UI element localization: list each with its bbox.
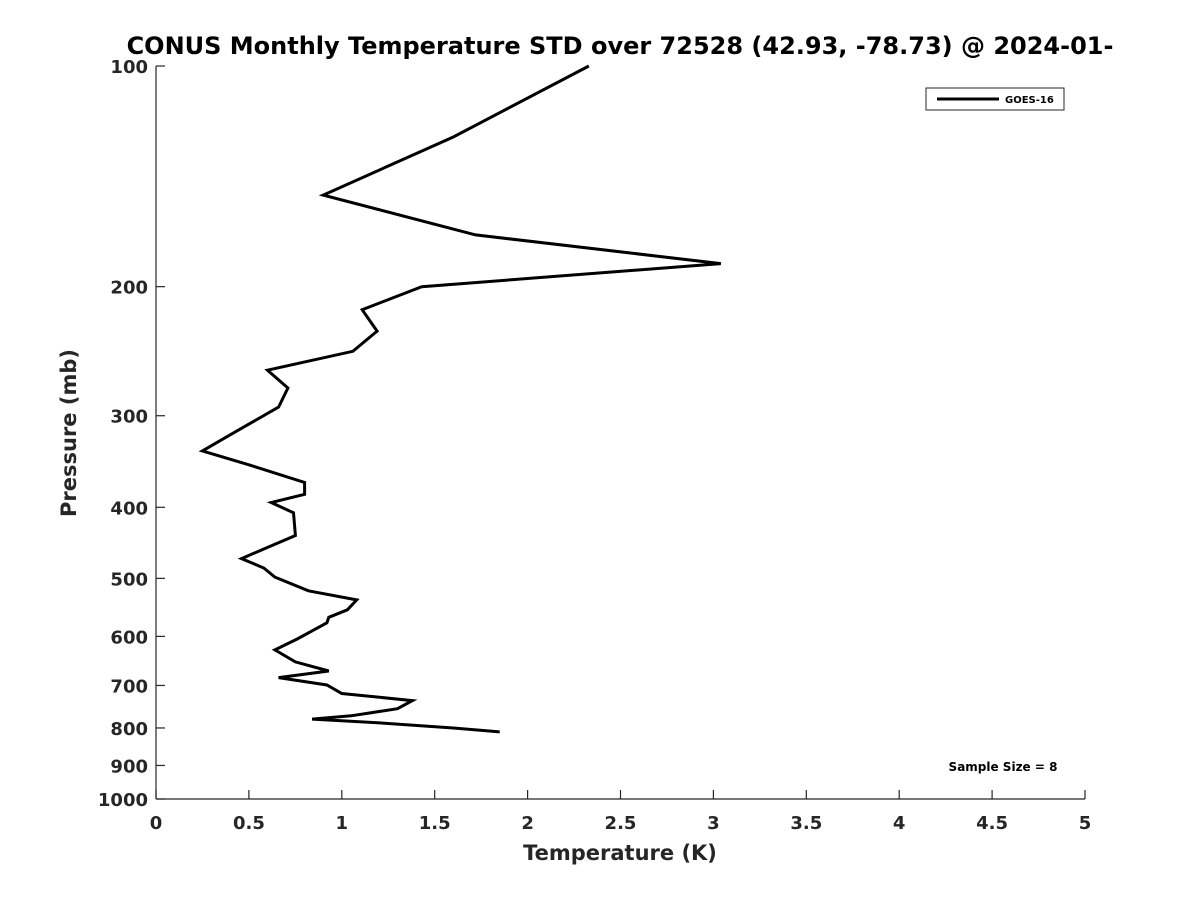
x-tick-label: 2	[521, 813, 534, 834]
x-tick-label: 5	[1079, 813, 1092, 834]
y-tick-label: 800	[110, 719, 148, 740]
y-tick-label: 600	[110, 627, 148, 648]
x-tick-label: 3.5	[790, 813, 822, 834]
x-tick-label: 3	[707, 813, 720, 834]
y-tick-label: 200	[110, 278, 148, 299]
legend: GOES-16	[925, 87, 1065, 111]
x-tick-label: 0	[150, 813, 163, 834]
x-tick-label: 1	[336, 813, 349, 834]
series-line-goes-16	[198, 64, 721, 734]
y-ticks: 100 200 300 400 500 600 700 800 900 1000	[98, 57, 165, 811]
y-tick-label: 1000	[98, 790, 148, 811]
series-group	[198, 64, 721, 734]
x-tick-label: 2.5	[605, 813, 637, 834]
y-tick-label: 100	[110, 57, 148, 78]
x-tick-label: 0.5	[233, 813, 265, 834]
sample-size-annotation: Sample Size = 8	[949, 760, 1058, 774]
legend-entry: GOES-16	[1005, 95, 1054, 106]
x-ticks: 0 0.5 1 1.5 2 2.5 3 3.5 4 4.5 5	[150, 790, 1092, 834]
x-tick-label: 4.5	[976, 813, 1008, 834]
x-axis-label: Temperature (K)	[523, 841, 717, 865]
y-axis-label: Pressure (mb)	[57, 349, 81, 517]
axes	[155, 66, 1085, 800]
y-tick-label: 900	[110, 756, 148, 777]
chart-title: CONUS Monthly Temperature STD over 72528…	[127, 32, 1114, 60]
y-tick-label: 300	[110, 407, 148, 428]
y-tick-label: 500	[110, 569, 148, 590]
y-tick-label: 700	[110, 676, 148, 697]
x-tick-label: 4	[893, 813, 906, 834]
x-tick-label: 1.5	[419, 813, 451, 834]
y-tick-label: 400	[110, 498, 148, 519]
